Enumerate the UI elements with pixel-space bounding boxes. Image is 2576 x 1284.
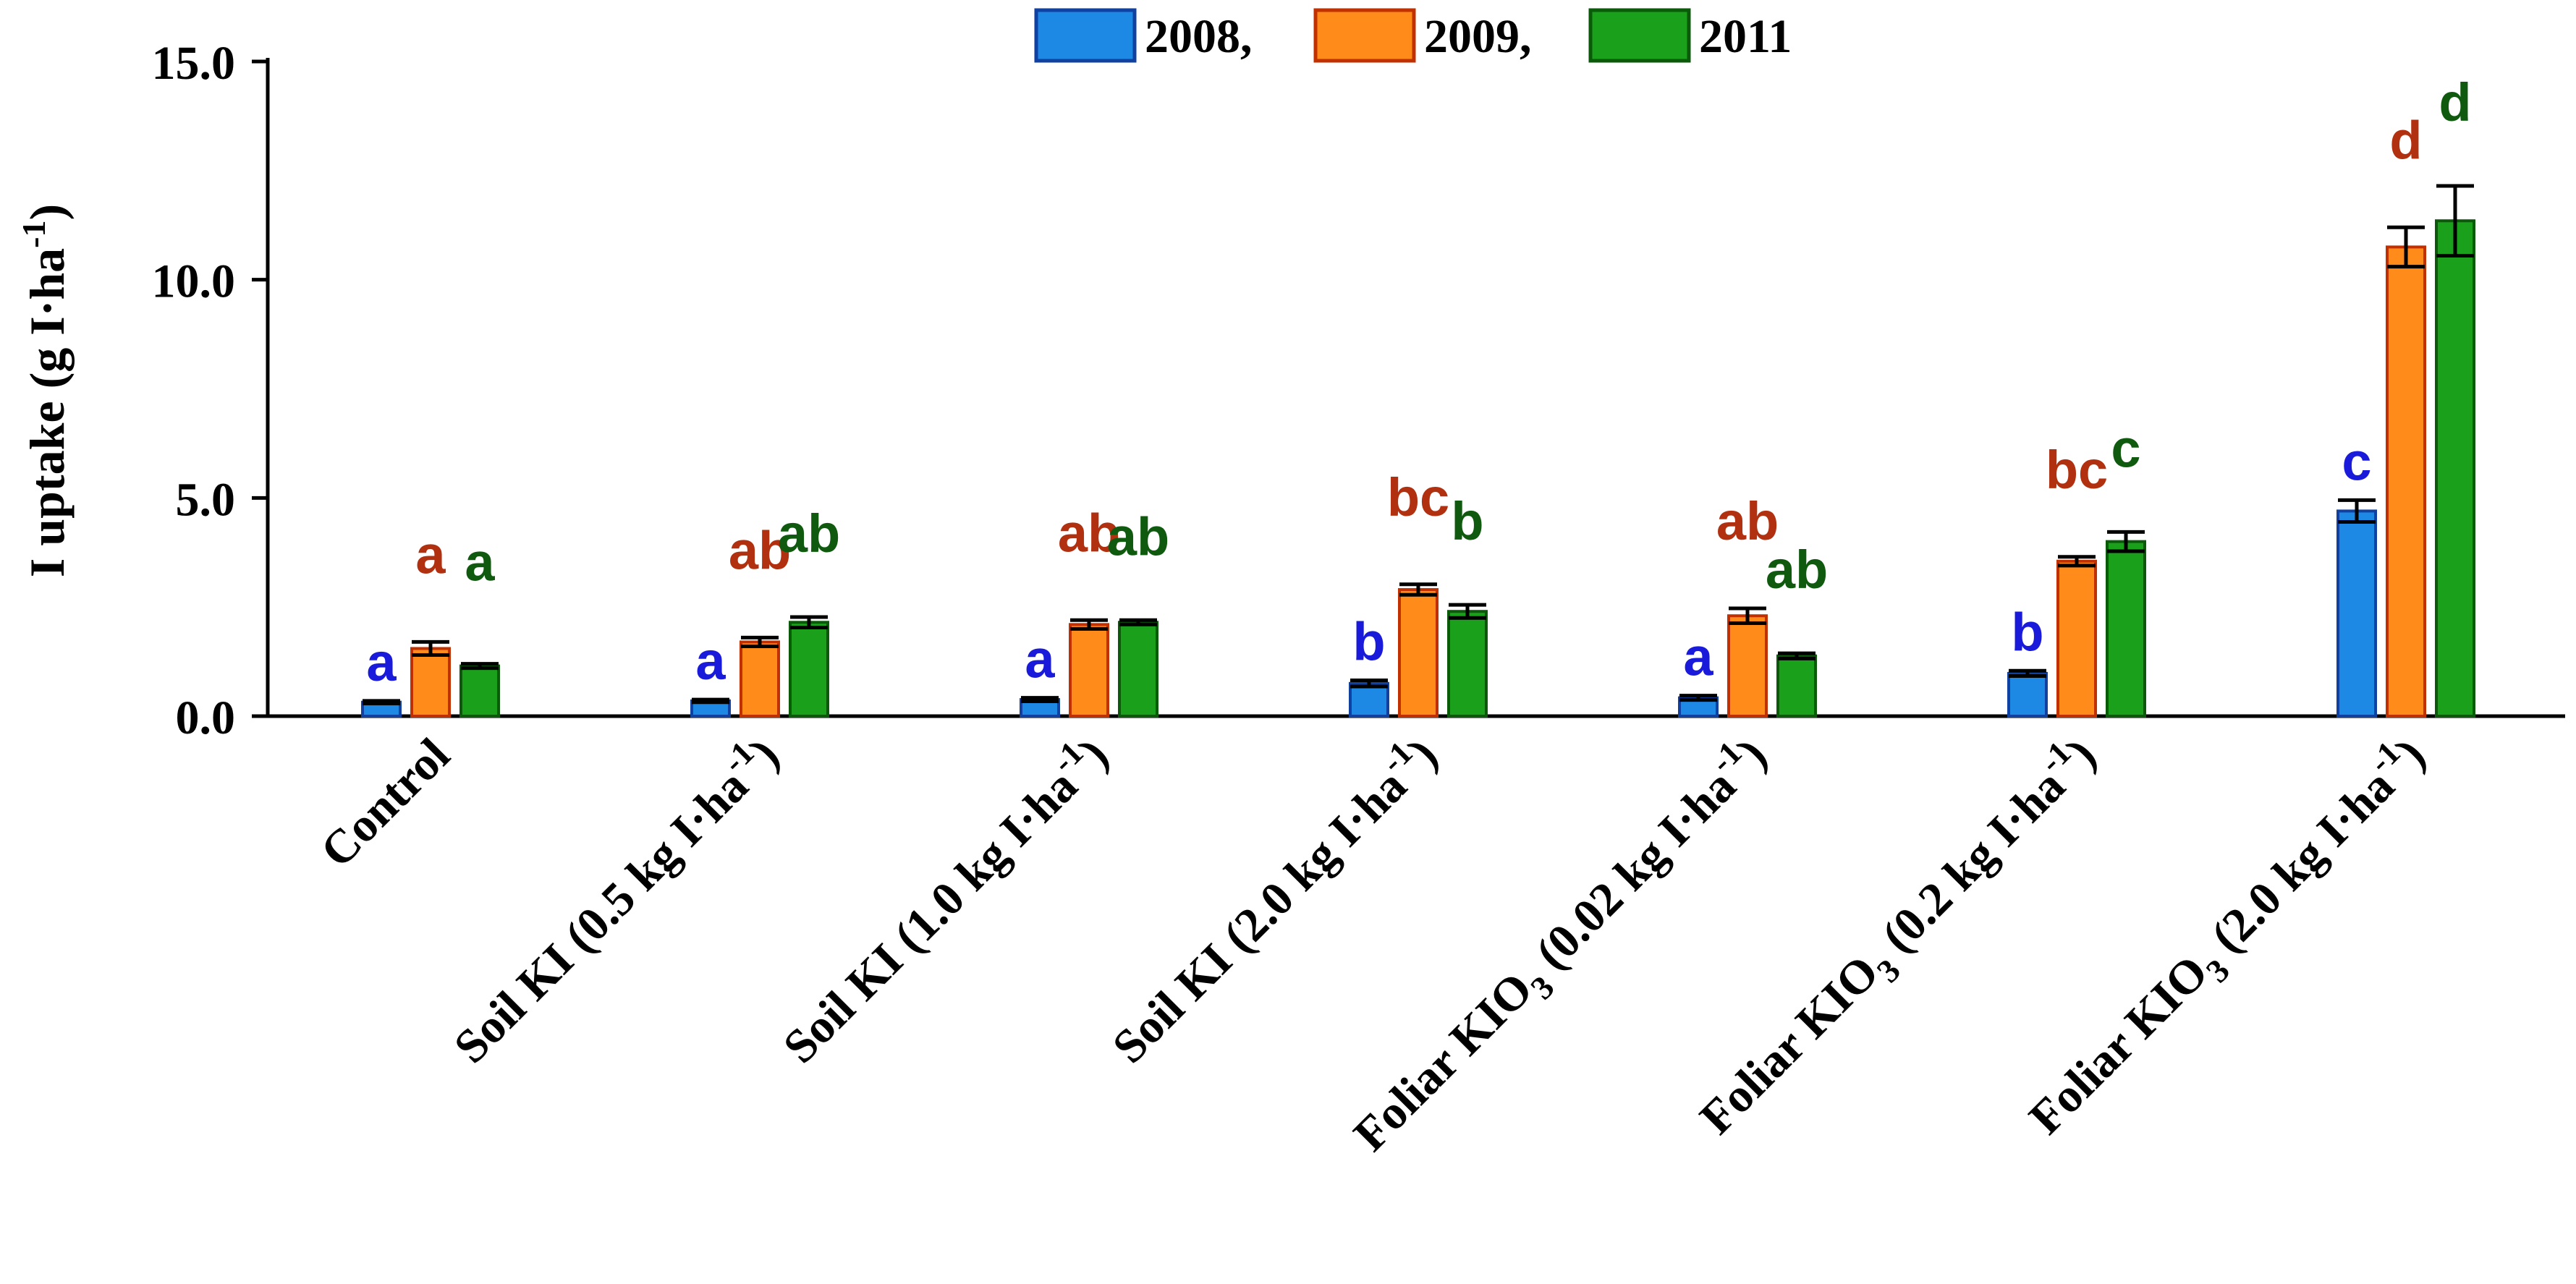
bar-2009: [2056, 559, 2097, 718]
bar-2011: [1447, 610, 1488, 718]
significance-letter: a: [1683, 627, 1713, 687]
significance-letter: ab: [729, 520, 791, 580]
bar-2009: [1727, 614, 1768, 718]
category-label-part: Foliar KIO: [1344, 962, 1543, 1161]
category-label-part: (0.02 kg I·ha: [1517, 760, 1746, 988]
significance-letter: a: [695, 631, 726, 691]
category-label-part: (0.2 kg I·ha: [1863, 760, 2075, 971]
error-bars: [363, 184, 2474, 706]
category-label-group: Soil KI (1.0 kg I·ha-1): [768, 723, 1119, 1073]
significance-letter: b: [1451, 491, 1483, 551]
significance-letter: a: [1025, 629, 1055, 689]
category-label-part: Soil KI (2.0 kg I·ha: [1103, 760, 1417, 1073]
category-label-part: Foliar KIO: [1690, 945, 1889, 1144]
category-label: Soil KI (0.5 kg I·ha-1): [438, 723, 789, 1073]
category-label-group: Soil KI (2.0 kg I·ha-1): [1097, 723, 1448, 1073]
category-label-part: Soil KI (0.5 kg I·ha: [444, 760, 758, 1073]
significance-letter: ab: [1107, 506, 1169, 566]
significance-letter: b: [1352, 612, 1385, 672]
significance-letter: b: [2011, 602, 2043, 662]
bar-2011: [1776, 654, 1817, 718]
significance-letter: c: [2342, 431, 2371, 491]
category-label: Control: [310, 728, 459, 877]
legend-label: 2011: [1699, 10, 1792, 63]
significance-letter: a: [465, 532, 495, 592]
y-axis-title-text: I uptake (g I·ha: [20, 248, 75, 577]
significance-letter: bc: [1387, 467, 1449, 527]
significance-letter: d: [2389, 110, 2422, 170]
bar-2009: [1398, 588, 1439, 718]
y-tick-label: 5.0: [176, 473, 236, 526]
bar-2008: [2007, 671, 2048, 718]
category-label-part: Soil KI (1.0 kg I·ha: [774, 760, 1088, 1073]
significance-letter: a: [366, 632, 397, 692]
significance-letter: ab: [1716, 491, 1779, 551]
y-tick-label: 10.0: [152, 255, 236, 308]
legend-swatch: [1034, 8, 1137, 63]
legend-label: 2009,: [1424, 10, 1532, 63]
bar-2011: [459, 664, 500, 718]
bar-2009: [2386, 245, 2426, 718]
bar-2011: [1118, 621, 1158, 718]
significance-letter: ab: [1766, 540, 1828, 600]
bar-2008: [1349, 681, 1389, 718]
category-label-group: Foliar KIO3 (2.0 kg I·ha-1): [2014, 723, 2442, 1151]
y-axis-title-sup: -1: [15, 220, 52, 247]
legend-swatch: [1588, 8, 1691, 63]
category-label-part: Control: [310, 728, 459, 877]
category-label-group: Soil KI (0.5 kg I·ha-1): [438, 723, 789, 1073]
bar-2009: [410, 647, 451, 718]
category-label: Foliar KIO3 (2.0 kg I·ha-1): [2014, 723, 2442, 1151]
legend: 2008, 2009, 2011: [1034, 8, 1792, 63]
legend-swatch: [1313, 8, 1416, 63]
y-axis: 0.0 5.0 10.0 15.0: [152, 37, 270, 744]
bar-2008: [2336, 509, 2377, 718]
bar-2011: [2106, 540, 2146, 718]
category-label: Soil KI (1.0 kg I·ha-1): [768, 723, 1119, 1073]
y-tick-label: 0.0: [176, 692, 236, 744]
bar-2009: [1069, 623, 1109, 718]
bar-2011: [789, 621, 829, 718]
legend-label: 2008,: [1145, 10, 1253, 63]
significance-letter: bc: [2046, 440, 2108, 500]
category-label-group: Control: [310, 728, 459, 877]
category-label-part: (2.0 kg I·ha: [2192, 760, 2405, 971]
category-label: Soil KI (2.0 kg I·ha-1): [1097, 723, 1448, 1073]
y-axis-title-end: ): [20, 204, 75, 221]
y-axis-title: I uptake (g I·ha-1): [15, 204, 75, 577]
significance-letter: c: [2111, 418, 2140, 478]
significance-letter: ab: [778, 503, 840, 564]
significance-letter: d: [2439, 72, 2471, 132]
bar-2009: [740, 640, 780, 718]
category-label-part: Foliar KIO: [2019, 945, 2218, 1144]
bar-2011: [2435, 219, 2475, 718]
significance-letter: ab: [1058, 503, 1120, 563]
significance-letter: a: [415, 524, 446, 584]
bars: [361, 219, 2475, 718]
y-tick-label: 15.0: [152, 37, 236, 90]
